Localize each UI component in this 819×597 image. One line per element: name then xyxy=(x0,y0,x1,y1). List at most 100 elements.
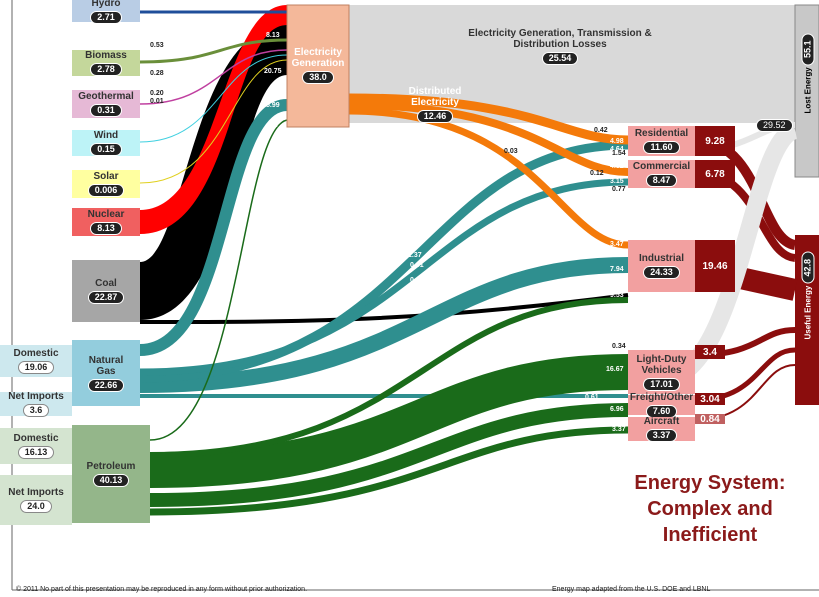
label: Solar xyxy=(93,171,119,182)
label: 6.78 xyxy=(705,168,725,180)
coal-flow xyxy=(140,25,287,320)
label: Coal xyxy=(95,278,117,289)
label: 19.46 xyxy=(702,260,728,272)
label: 24.33 xyxy=(643,266,680,279)
sector-useful: 9.28 xyxy=(695,126,735,156)
biomass-flow xyxy=(139,38,288,64)
import-node: Net Imports 3.6 xyxy=(0,391,72,417)
sector: Industrial 24.33 xyxy=(628,240,695,292)
label: Industrial xyxy=(638,253,684,264)
label: Net Imports xyxy=(8,487,64,498)
import-node: Net Imports 24.0 xyxy=(0,475,72,525)
lost-energy: Lost Energy 55.1 xyxy=(800,33,815,114)
useful-energy: Useful Energy 42.8 xyxy=(800,251,815,340)
coal-industrial xyxy=(139,293,629,324)
node: Coal 22.87 xyxy=(72,260,140,322)
import-node: Domestic 19.06 xyxy=(0,345,72,377)
node: Geothermal 0.31 xyxy=(72,90,140,118)
flow-label: 0.53 xyxy=(150,42,164,49)
petroleum-ldv xyxy=(149,354,629,488)
flow-label: 0.03 xyxy=(504,148,518,155)
flow-label: 8.13 xyxy=(266,32,280,39)
node: Hydro 2.71 xyxy=(72,0,140,24)
label: 2.78 xyxy=(90,63,122,76)
node: Nuclear 8.13 xyxy=(72,208,140,236)
gas-elec xyxy=(139,99,288,356)
flow-label: 1.54 xyxy=(612,150,626,157)
label: 9.28 xyxy=(705,135,725,147)
distributed: Distributed Electricity 12.46 xyxy=(395,86,475,123)
flow-label: 3.15 xyxy=(610,178,624,185)
sector-useful: 19.46 xyxy=(695,240,735,292)
label: 3.6 xyxy=(22,404,50,417)
label: 19.06 xyxy=(17,361,55,374)
label: Petroleum xyxy=(86,461,136,472)
label: 40.13 xyxy=(92,474,130,487)
flow-label: 4.32 xyxy=(610,163,624,170)
title: Energy System: Complex and Inefficient xyxy=(634,472,786,546)
label: Useful Energy xyxy=(803,285,813,340)
label: 42.8 xyxy=(801,251,815,284)
sector-useful: 3.4 xyxy=(695,345,725,359)
label: Net Imports xyxy=(8,391,64,402)
label: Wind xyxy=(93,130,119,141)
label: Commercial xyxy=(632,161,691,172)
sector: Commercial 8.47 xyxy=(628,160,695,188)
label: 55.1 xyxy=(801,33,815,66)
label: 7.60 xyxy=(645,405,678,418)
label: 2.71 xyxy=(90,11,122,24)
elec-residential xyxy=(348,93,629,145)
sector: Residential 11.60 xyxy=(628,126,695,156)
label: 8.13 xyxy=(90,222,122,235)
solar-flow xyxy=(139,59,288,184)
label: Residential xyxy=(634,128,689,139)
label: 22.87 xyxy=(87,291,125,304)
import-node: Domestic 16.13 xyxy=(0,428,72,464)
flow-label: 1.3 xyxy=(268,122,278,129)
flow-label: 6.96 xyxy=(610,406,624,413)
petroleum-elec xyxy=(149,119,288,441)
flow-label: 0.01 xyxy=(150,98,164,105)
label: Electricity Generation xyxy=(291,46,345,69)
flow-label: 4.64 xyxy=(610,146,624,153)
node: Solar 0.006 xyxy=(72,170,140,198)
label: 11.60 xyxy=(643,141,680,154)
label: 0.15 xyxy=(90,143,122,156)
sector: Freight/Other 7.60 xyxy=(628,392,695,418)
flow-label: 3.47 xyxy=(610,241,624,248)
flow-label: 0.20 xyxy=(150,90,164,97)
label: 24.0 xyxy=(20,500,52,513)
flow-label: 1.37 xyxy=(408,252,422,259)
petroleum-freight xyxy=(149,403,629,507)
sector-useful: 6.78 xyxy=(695,160,735,188)
label: 16.13 xyxy=(17,446,55,459)
label: 0.31 xyxy=(90,104,122,117)
source-note: Energy map adapted from the U.S. DOE and… xyxy=(552,586,711,593)
node: Petroleum 40.13 xyxy=(72,425,150,523)
label: Domestic xyxy=(13,348,59,359)
flow-label: 0.1 xyxy=(410,277,420,284)
petroleum-industrial xyxy=(149,297,629,458)
label: Biomass xyxy=(85,50,127,61)
flow-label: 29.52 xyxy=(756,119,793,132)
copyright: © 2011 No part of this presentation may … xyxy=(16,586,308,593)
elec-commercial xyxy=(348,101,629,176)
flow-label: 9.53 xyxy=(610,292,624,299)
flow-label: 3.37 xyxy=(612,426,626,433)
label: 3.04 xyxy=(700,393,720,405)
elec-industrial xyxy=(348,107,629,249)
flow-label: 2.01 xyxy=(408,296,422,303)
flow-label: 20.75 xyxy=(264,68,282,75)
flow-label: 4.98 xyxy=(610,138,624,145)
losses: Electricity Generation, Transmission & D… xyxy=(460,25,660,67)
flow-label: 16.67 xyxy=(606,366,624,373)
label: Domestic xyxy=(13,433,59,444)
flow-label: 0.34 xyxy=(612,343,626,350)
label: Geothermal xyxy=(78,91,134,102)
petroleum-aircraft xyxy=(149,426,629,516)
flow-label: 0.61 xyxy=(585,394,599,401)
nuclear-flow xyxy=(140,5,287,234)
node: Biomass 2.78 xyxy=(72,50,140,76)
label: 17.01 xyxy=(643,377,680,391)
sector-useful: 0.84 xyxy=(695,414,725,425)
